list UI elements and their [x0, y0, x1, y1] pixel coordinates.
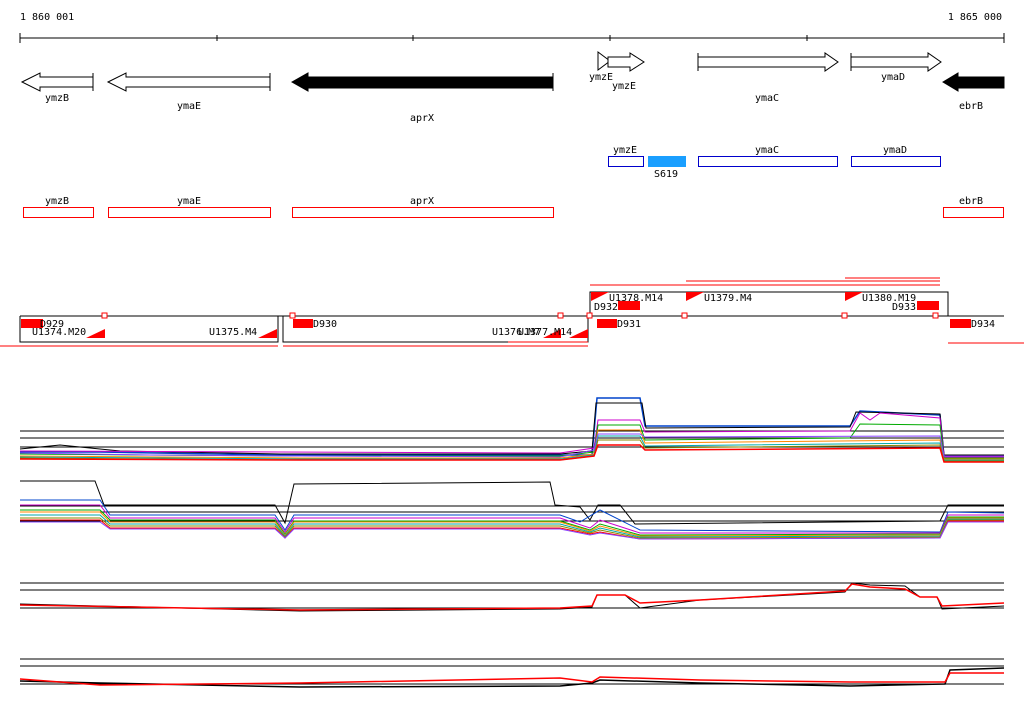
- gene-label: ymzB: [45, 93, 69, 104]
- svg-text:ymaD: ymaD: [883, 145, 907, 156]
- transcript-track: U1374.M20 U1375.M4 U1376.M7 U1377.M14 U1…: [0, 277, 1024, 347]
- coordinate-ruler: [19, 33, 1005, 43]
- transcript-D934: D934: [971, 319, 995, 330]
- gene-label: ymaE: [177, 101, 201, 112]
- coord-start: 1 860 001: [20, 12, 75, 23]
- transcript-D933: D933: [892, 302, 916, 313]
- feature-aprX[interactable]: aprX: [292, 196, 554, 218]
- gene-ymzB[interactable]: ymzB: [20, 72, 94, 104]
- svg-text:ymzB: ymzB: [45, 196, 69, 207]
- transcript-U1374: U1374.M20: [32, 327, 86, 338]
- blue-feature-track: ymzE S619 ymaC ymaD: [608, 145, 941, 180]
- expression-panel-3: [19, 582, 1005, 612]
- transcript-U1380: U1380.M19: [862, 293, 916, 304]
- red-feature-track: ymzB ymaE aprX ebrB: [23, 196, 1004, 218]
- transcript-D931: D931: [617, 319, 641, 330]
- gene-ymaD[interactable]: ymaD: [850, 52, 942, 83]
- gene-ymzE[interactable]: ymzE ymzE: [589, 51, 645, 92]
- gene-label: aprX: [410, 113, 434, 124]
- gene-label: ymaD: [881, 72, 905, 83]
- transcript-D930: D930: [313, 319, 337, 330]
- transcript-U1377: U1377.M14: [518, 327, 572, 338]
- gene-label: ymzE: [589, 72, 613, 83]
- gene-label: ymzE: [612, 81, 636, 92]
- expression-panel-4: [19, 658, 1005, 688]
- svg-text:S619: S619: [654, 169, 678, 180]
- gene-label: ymaC: [755, 93, 779, 104]
- expression-panel-2: [20, 480, 1005, 540]
- gene-track: ymzB ymaE aprX ymzE ymzE ymaC ymaD: [20, 51, 1005, 124]
- svg-text:ymaC: ymaC: [755, 145, 779, 156]
- feature-S619[interactable]: S619: [648, 156, 686, 180]
- gene-label: ebrB: [959, 101, 983, 112]
- svg-text:ymaE: ymaE: [177, 196, 201, 207]
- svg-text:aprX: aprX: [410, 196, 434, 207]
- transcript-D932: D932: [594, 302, 618, 313]
- feature-ymzE[interactable]: ymzE: [608, 145, 644, 167]
- feature-ebrB[interactable]: ebrB: [943, 196, 1004, 218]
- gene-aprX[interactable]: aprX: [290, 72, 554, 124]
- feature-ymaD[interactable]: ymaD: [851, 145, 941, 167]
- svg-text:ebrB: ebrB: [959, 196, 983, 207]
- transcript-U1379: U1379.M4: [704, 293, 752, 304]
- expression-panel-1: [19, 397, 1004, 463]
- transcript-U1375: U1375.M4: [209, 327, 257, 338]
- gene-ymaC[interactable]: ymaC: [697, 52, 839, 104]
- transcript-U1376: U1376.M7: [492, 327, 540, 338]
- feature-ymzB[interactable]: ymzB: [23, 196, 94, 218]
- feature-ymaC[interactable]: ymaC: [698, 145, 838, 167]
- transcript-D929: D929: [40, 319, 64, 330]
- gene-ymaE[interactable]: ymaE: [106, 72, 271, 112]
- svg-text:ymzE: ymzE: [613, 145, 637, 156]
- gene-ebrB[interactable]: ebrB: [942, 72, 1005, 112]
- transcript-U1378: U1378.M14: [609, 293, 663, 304]
- feature-ymaE[interactable]: ymaE: [108, 196, 271, 218]
- coord-end: 1 865 000: [947, 12, 1002, 23]
